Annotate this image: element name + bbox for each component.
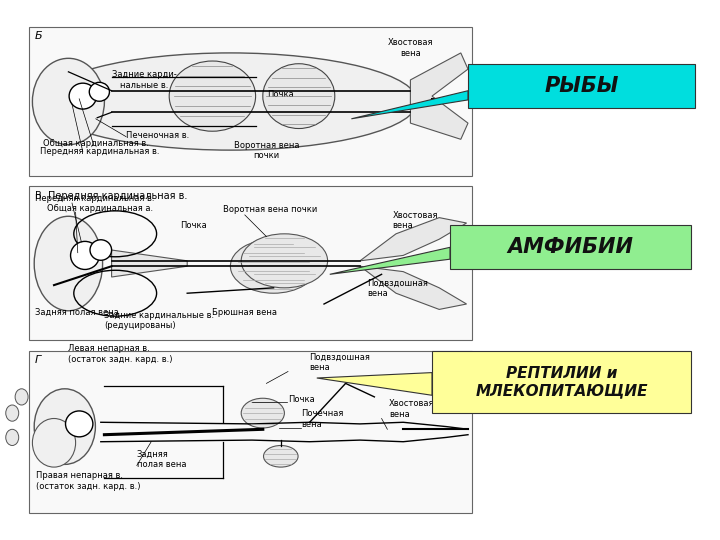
Ellipse shape (43, 53, 418, 150)
Text: Общая кардинальная в.: Общая кардинальная в. (43, 139, 149, 148)
Ellipse shape (6, 429, 19, 445)
Text: Почка: Почка (180, 221, 207, 231)
Text: Подвздошная
вена: Подвздошная вена (310, 353, 371, 372)
Text: Задние кардинальные в.
(редуцированы): Задние кардинальные в. (редуцированы) (104, 311, 215, 330)
Ellipse shape (6, 405, 19, 421)
Text: Хвостовая
вена: Хвостовая вена (392, 211, 438, 231)
Text: Хвостовая
вена: Хвостовая вена (389, 400, 434, 419)
Ellipse shape (32, 418, 76, 467)
Bar (432, 351, 691, 413)
Text: Передняя кардинальная в.: Передняя кардинальная в. (40, 147, 159, 156)
Bar (468, 64, 695, 108)
Polygon shape (317, 373, 432, 395)
Text: Почка: Почка (267, 90, 294, 99)
Ellipse shape (34, 389, 95, 464)
Text: Хвостовая
вена: Хвостовая вена (387, 38, 433, 58)
Ellipse shape (264, 446, 298, 467)
Ellipse shape (90, 240, 112, 260)
Text: Задние карди-
нальные в.: Задние карди- нальные в. (112, 70, 176, 90)
Ellipse shape (241, 234, 328, 288)
Polygon shape (330, 247, 450, 274)
Text: Задняя
полая вена: Задняя полая вена (137, 450, 186, 469)
Text: Почка: Почка (288, 395, 315, 404)
Ellipse shape (15, 389, 28, 405)
Text: АМФИБИИ: АМФИБИИ (508, 237, 634, 257)
Text: Передняя кардинальная в.: Передняя кардинальная в. (35, 194, 154, 204)
Polygon shape (360, 218, 467, 261)
Text: Воротная вена
почки: Воротная вена почки (234, 141, 299, 160)
Bar (29, 351, 472, 513)
Text: Левая непарная в.
(остаток задн. кард. в.): Левая непарная в. (остаток задн. кард. в… (68, 345, 173, 364)
Text: Б: Б (35, 31, 42, 42)
Ellipse shape (71, 241, 99, 269)
Text: Почечная
вена: Почечная вена (301, 409, 343, 429)
Text: Правая непарная в.
(остаток задн. кард. в.): Правая непарная в. (остаток задн. кард. … (36, 471, 140, 491)
Ellipse shape (89, 82, 109, 102)
Text: Печеночная в.: Печеночная в. (126, 131, 189, 140)
Polygon shape (351, 91, 468, 119)
Text: Воротная вена почки: Воротная вена почки (223, 205, 318, 214)
Ellipse shape (32, 58, 104, 145)
Ellipse shape (263, 64, 335, 129)
Text: В  Передняя кардинальная в.: В Передняя кардинальная в. (35, 191, 187, 201)
Text: РЕПТИЛИИ и
МЛЕКОПИТАЮЩИЕ: РЕПТИЛИИ и МЛЕКОПИТАЮЩИЕ (475, 366, 648, 399)
Ellipse shape (35, 216, 103, 310)
Ellipse shape (69, 83, 96, 109)
Text: Задняя полая вена: Задняя полая вена (35, 308, 118, 317)
Ellipse shape (230, 239, 317, 293)
Text: Подвздошная
вена: Подвздошная вена (367, 279, 428, 298)
Bar (29, 186, 472, 340)
Text: Брюшная вена: Брюшная вена (212, 308, 277, 317)
Text: РЫБЫ: РЫБЫ (544, 76, 618, 96)
Text: Общая кардинальная а.: Общая кардинальная а. (47, 204, 153, 213)
Bar (450, 225, 691, 269)
Ellipse shape (169, 61, 256, 131)
Bar (29, 27, 472, 176)
Text: Г: Г (35, 355, 41, 366)
Polygon shape (112, 250, 187, 277)
Ellipse shape (241, 399, 284, 428)
Polygon shape (410, 53, 468, 139)
Polygon shape (360, 266, 467, 309)
Ellipse shape (66, 411, 93, 437)
